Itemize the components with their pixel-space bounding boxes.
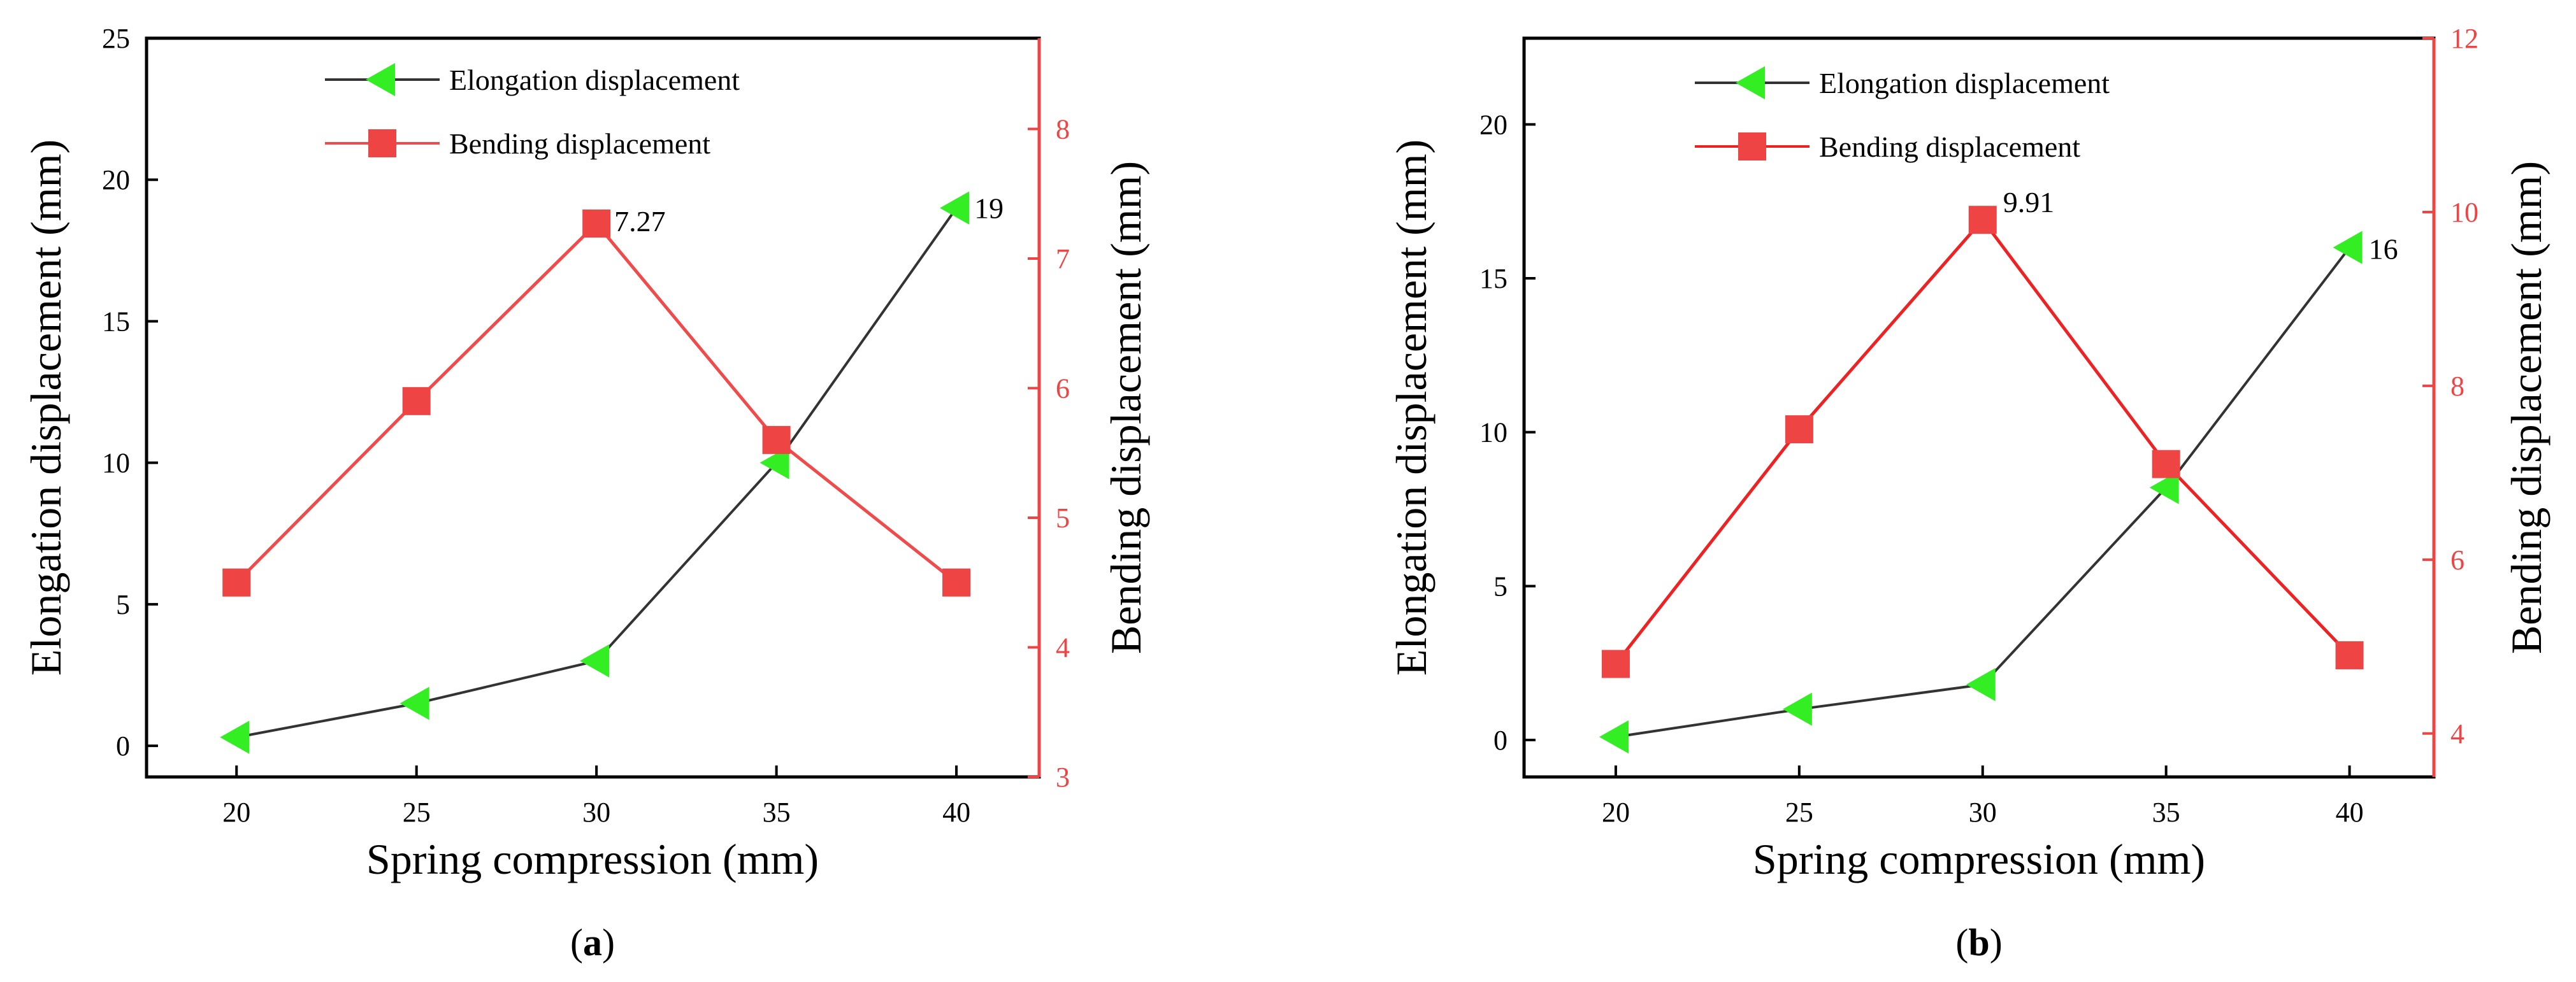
right-y-tick-label: 7 [1056,243,1070,274]
series-markers-a [220,191,971,754]
x-tick-label: 40 [2336,797,2364,828]
bending-data-point [1601,650,1630,678]
left-y-tick-label: 10 [1479,417,1507,448]
right-y-tick-label: 3 [1056,762,1070,793]
x-axis-ticks-a: 20 25 30 35 40 [222,765,970,828]
left-axis-ticks-b: 0 5 10 15 20 [1479,109,1536,756]
elongation-series-line [1615,246,2351,739]
x-tick-label: 35 [2152,797,2180,828]
elongation-data-point [759,446,789,480]
elongation-data-point [1782,692,1812,726]
legend-label-elongation: Elongation displacement [449,64,740,96]
data-label: 19 [974,192,1004,225]
elongation-data-point [1599,720,1629,754]
bending-data-point [402,387,431,415]
elongation-data-point [220,720,250,754]
left-y-tick-label: 15 [102,306,130,337]
panel-label-a: (a) [570,922,615,964]
left-y-tick-label: 10 [102,448,130,479]
legend-label-bending: Bending displacement [1819,131,2080,163]
legend-marker-elongation [1736,66,1765,99]
right-y-tick-label: 12 [2450,23,2479,54]
x-tick-label: 20 [1602,797,1630,828]
elongation-data-point [2149,471,2179,504]
elongation-data-point [1966,668,1996,701]
x-tick-label: 40 [942,797,970,828]
left-y-tick-label: 15 [1479,263,1507,294]
elongation-data-point [2333,231,2363,264]
legend-label-bending: Bending displacement [449,127,710,160]
series-lines-b [1614,217,2351,739]
left-y-tick-label: 20 [102,164,130,196]
legend-marker-elongation [366,63,395,96]
data-labels-b: 9.91 16 [2003,186,2398,265]
right-y-tick-label: 5 [1056,502,1070,534]
legend-marker-bending [368,129,396,157]
left-axis-title-b: Elongation displacement (mm) [1387,139,1436,676]
chart-panel-b: 20 25 30 35 40 0 5 10 15 20 4 6 8 10 12 9.91 16 Elong… [1387,23,2551,964]
panel-letter-a: a [583,922,602,964]
series-markers-b [1599,206,2364,754]
x-tick-label: 35 [763,797,791,828]
bending-data-point [2335,641,2364,669]
bending-data-point [222,568,251,597]
left-y-tick-label: 5 [116,589,130,620]
x-tick-label: 20 [222,797,250,828]
right-y-tick-label: 4 [1056,632,1070,663]
x-axis-title-b: Spring compression (mm) [1753,835,2205,883]
elongation-data-point [580,644,610,678]
left-y-tick-label: 25 [102,23,130,54]
left-y-tick-label: 5 [1493,571,1507,602]
x-tick-label: 30 [1969,797,1997,828]
legend-marker-bending [1738,132,1766,160]
right-axis-ticks-a: 3 4 5 6 7 8 [1028,113,1070,793]
right-axis-title-a: Bending displacement (mm) [1102,161,1150,654]
bending-series-line [235,221,958,584]
right-y-tick-label: 4 [2450,718,2464,750]
x-axis-ticks-b: 20 25 30 35 40 [1602,765,2364,828]
right-axis-title-b: Bending displacement (mm) [2502,161,2551,654]
legend-a: Elongation displacement Bending displacem… [325,63,740,160]
legend-label-elongation: Elongation displacement [1819,67,2110,99]
legend-b: Elongation displacement Bending displacem… [1695,66,2110,163]
panel-letter-b: b [1968,922,1989,964]
x-axis-title-a: Spring compression (mm) [366,835,819,883]
left-y-tick-label: 0 [1493,725,1507,756]
x-tick-label: 25 [1785,797,1813,828]
bending-data-point [582,210,611,238]
right-y-tick-label: 6 [1056,373,1070,404]
panel-label-b: (b) [1955,922,2002,964]
bending-data-point [2152,450,2180,478]
bending-data-point [1968,206,1997,234]
right-y-tick-label: 8 [1056,113,1070,145]
elongation-data-point [399,687,429,720]
left-axis-title-a: Elongation displacement (mm) [22,139,70,676]
left-axis-ticks-a: 0 5 10 15 20 25 [102,23,158,762]
data-label: 16 [2369,233,2398,266]
right-y-tick-label: 8 [2450,371,2464,402]
bending-data-point [1785,415,1813,444]
right-axis-ticks-b: 4 6 8 10 12 [2422,23,2479,750]
data-label: 9.91 [2003,186,2055,218]
left-y-tick-label: 0 [116,730,130,762]
bending-series-line [1614,217,2351,665]
chart-panel-a: 20 25 30 35 40 0 5 10 15 20 25 3 4 5 6 7 8 7.27 19 Elon… [22,23,1150,964]
data-labels-a: 7.27 19 [614,192,1004,238]
bending-data-point [762,425,791,454]
elongation-data-point [940,191,970,225]
bending-data-point [942,568,971,597]
data-label: 7.27 [614,205,666,238]
x-tick-label: 30 [582,797,610,828]
x-tick-label: 25 [403,797,431,828]
left-y-tick-label: 20 [1479,109,1507,140]
right-y-tick-label: 10 [2450,197,2479,228]
right-y-tick-label: 6 [2450,544,2464,576]
